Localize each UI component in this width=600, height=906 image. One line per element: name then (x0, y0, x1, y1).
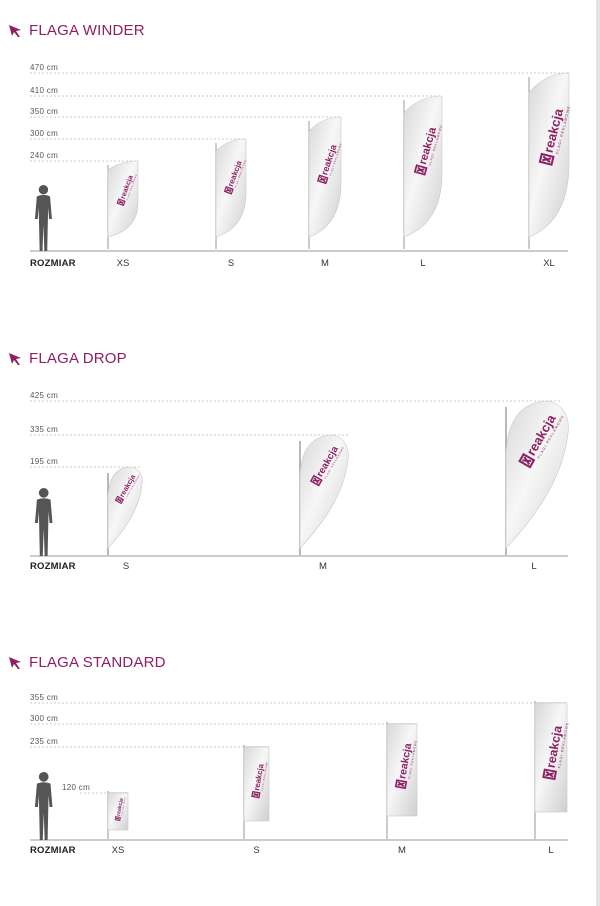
section-title: FLAGA WINDER (29, 22, 145, 39)
flag-fabric (107, 466, 143, 549)
height-label: 410 cm (30, 86, 58, 95)
height-label: 425 cm (30, 391, 58, 400)
height-label: 300 cm (30, 129, 58, 138)
person-silhouette (34, 185, 52, 251)
height-label: 120 cm (62, 783, 90, 792)
height-label: 240 cm (30, 151, 58, 160)
flag-fabric (386, 723, 418, 817)
drop-section: FLAGA DROP 425 cm 335 cm 195 cm reakcja FLAG… (0, 340, 596, 600)
flag-fabric (505, 400, 569, 549)
size-label: L (420, 258, 425, 269)
height-label: 335 cm (30, 425, 58, 434)
size-axis-label: ROZMIAR (30, 258, 76, 269)
flag-fabric (107, 160, 139, 238)
size-label: S (228, 258, 234, 269)
size-label: S (253, 845, 259, 856)
size-axis-label: ROZMIAR (30, 561, 76, 572)
size-label: M (321, 258, 329, 269)
height-label: 195 cm (30, 457, 58, 466)
brand-logo: FLAGI REKLAMOWE (407, 740, 418, 780)
brand-logo: reakcja (116, 798, 125, 817)
section-title: FLAGA DROP (29, 350, 127, 367)
flag-fabric (243, 746, 270, 822)
size-label: M (319, 561, 327, 572)
flag-arrow-icon (9, 352, 21, 365)
size-label: L (548, 845, 553, 856)
person-silhouette (34, 772, 53, 840)
size-label: L (531, 561, 536, 572)
size-label: XL (543, 258, 555, 269)
section-header: FLAGA DROP (8, 350, 127, 367)
flag-arrow-icon (9, 656, 21, 669)
height-label: 300 cm (30, 714, 58, 723)
height-label: 470 cm (30, 63, 58, 72)
standard-section: FLAGA STANDARD 355 cm 300 cm 235 cm 120 cm r… (0, 640, 596, 906)
section-title: FLAGA STANDARD (29, 654, 166, 671)
height-label: 235 cm (30, 737, 58, 746)
size-label: XS (112, 845, 125, 856)
size-axis-label: ROZMIAR (30, 845, 76, 856)
size-label: S (123, 561, 129, 572)
brand-logo: FLAGI REKLAMOWE (261, 761, 269, 791)
flag-arrow-icon (9, 24, 21, 37)
person-silhouette (34, 488, 53, 556)
section-header: FLAGA STANDARD (8, 654, 166, 671)
winder-diagram: 470 cm 410 cm 350 cm 300 cm 240 cm reakcjaFLA… (30, 63, 571, 269)
flag-fabric (107, 792, 129, 831)
size-label: XS (117, 258, 130, 269)
winder-section: FLAGA WINDER 470 cm 410 cm 350 cm 300 cm 240… (0, 0, 596, 300)
section-header: FLAGA WINDER (8, 22, 145, 39)
flag-fabric (299, 434, 349, 549)
size-label: M (398, 845, 406, 856)
flag-fabric (534, 702, 568, 813)
scrollbar[interactable] (596, 0, 600, 906)
height-label: 350 cm (30, 107, 58, 116)
height-label: 355 cm (30, 693, 58, 702)
